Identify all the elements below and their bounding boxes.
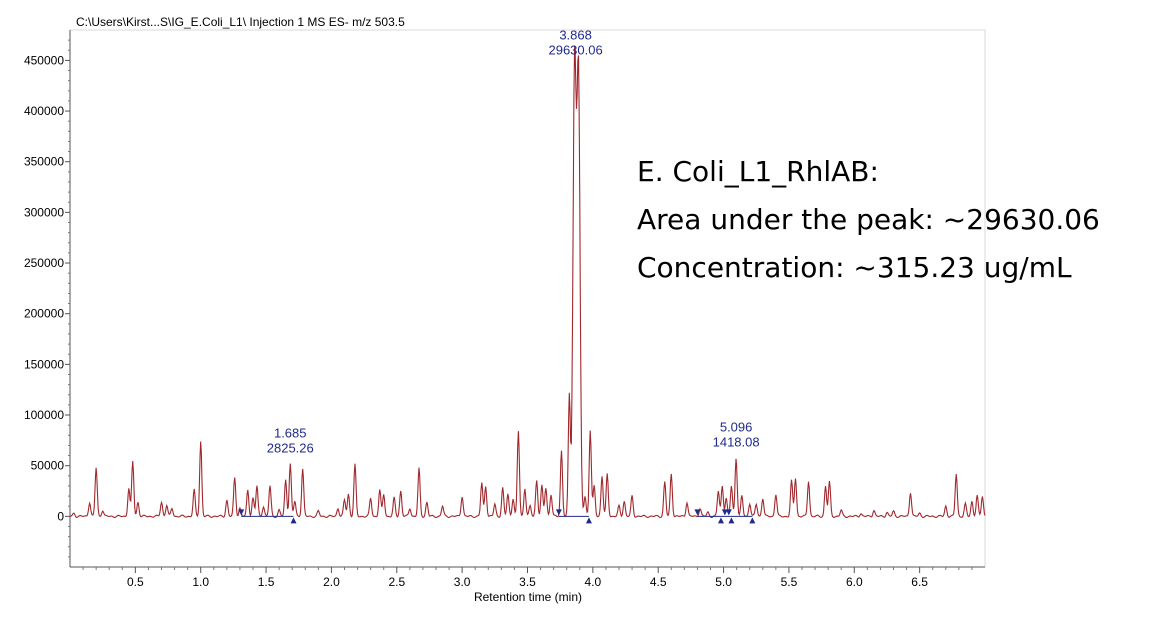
peak-area-label: 1418.08 bbox=[713, 435, 760, 450]
note-concentration: Concentration: ~315.23 ug/mL bbox=[637, 251, 1072, 284]
x-tick-label: 6.5 bbox=[911, 575, 928, 589]
x-tick-label: 4.5 bbox=[650, 575, 667, 589]
integration-marker bbox=[717, 517, 724, 524]
y-tick-label: 400000 bbox=[24, 104, 64, 118]
integration-marker bbox=[694, 509, 701, 516]
y-tick-label: 50000 bbox=[31, 459, 65, 473]
x-tick-label: 6.0 bbox=[846, 575, 863, 589]
x-tick-label: 2.0 bbox=[323, 575, 340, 589]
integration-marker bbox=[728, 517, 735, 524]
integration-marker bbox=[725, 509, 732, 516]
x-tick-label: 1.0 bbox=[192, 575, 209, 589]
chart-title: C:\Users\Kirst...S\IG_E.Coli_L1\ Injecti… bbox=[76, 15, 405, 29]
x-tick-label: 5.5 bbox=[781, 575, 798, 589]
y-tick-label: 450000 bbox=[24, 53, 64, 67]
peak-area-label: 29630.06 bbox=[548, 42, 602, 57]
peak-rt-label: 3.868 bbox=[559, 27, 592, 42]
x-tick-label: 1.5 bbox=[258, 575, 275, 589]
integration-marker bbox=[585, 517, 592, 524]
x-tick-label: 4.0 bbox=[585, 575, 602, 589]
y-tick-label: 250000 bbox=[24, 256, 64, 270]
x-tick-label: 3.5 bbox=[519, 575, 536, 589]
y-tick-label: 350000 bbox=[24, 155, 64, 169]
y-tick-label: 200000 bbox=[24, 307, 64, 321]
peak-rt-label: 1.685 bbox=[274, 426, 307, 441]
x-tick-label: 3.0 bbox=[454, 575, 471, 589]
x-axis-label: Retention time (min) bbox=[474, 590, 582, 604]
integration-marker bbox=[555, 509, 562, 516]
y-tick-label: 100000 bbox=[24, 408, 64, 422]
integration-marker bbox=[749, 517, 756, 524]
chromatogram-trace bbox=[69, 46, 986, 519]
plot-area bbox=[69, 29, 986, 568]
x-tick-label: 5.0 bbox=[715, 575, 732, 589]
note-peak-area: Area under the peak: ~29630.06 bbox=[637, 203, 1100, 236]
note-sample-name: E. Coli_L1_RhlAB: bbox=[637, 155, 879, 188]
y-tick-label: 150000 bbox=[24, 357, 64, 371]
x-tick-label: 0.5 bbox=[127, 575, 144, 589]
x-tick-label: 2.5 bbox=[388, 575, 405, 589]
peak-rt-label: 5.096 bbox=[720, 420, 753, 435]
peak-area-label: 2825.26 bbox=[267, 441, 314, 456]
integration-marker bbox=[290, 517, 297, 524]
result-note: E. Coli_L1_RhlAB: Area under the peak: ~… bbox=[637, 148, 1157, 292]
y-tick-label: 0 bbox=[57, 509, 64, 523]
y-tick-label: 300000 bbox=[24, 205, 64, 219]
integration-marker bbox=[721, 509, 728, 516]
integration-marker bbox=[238, 509, 245, 516]
